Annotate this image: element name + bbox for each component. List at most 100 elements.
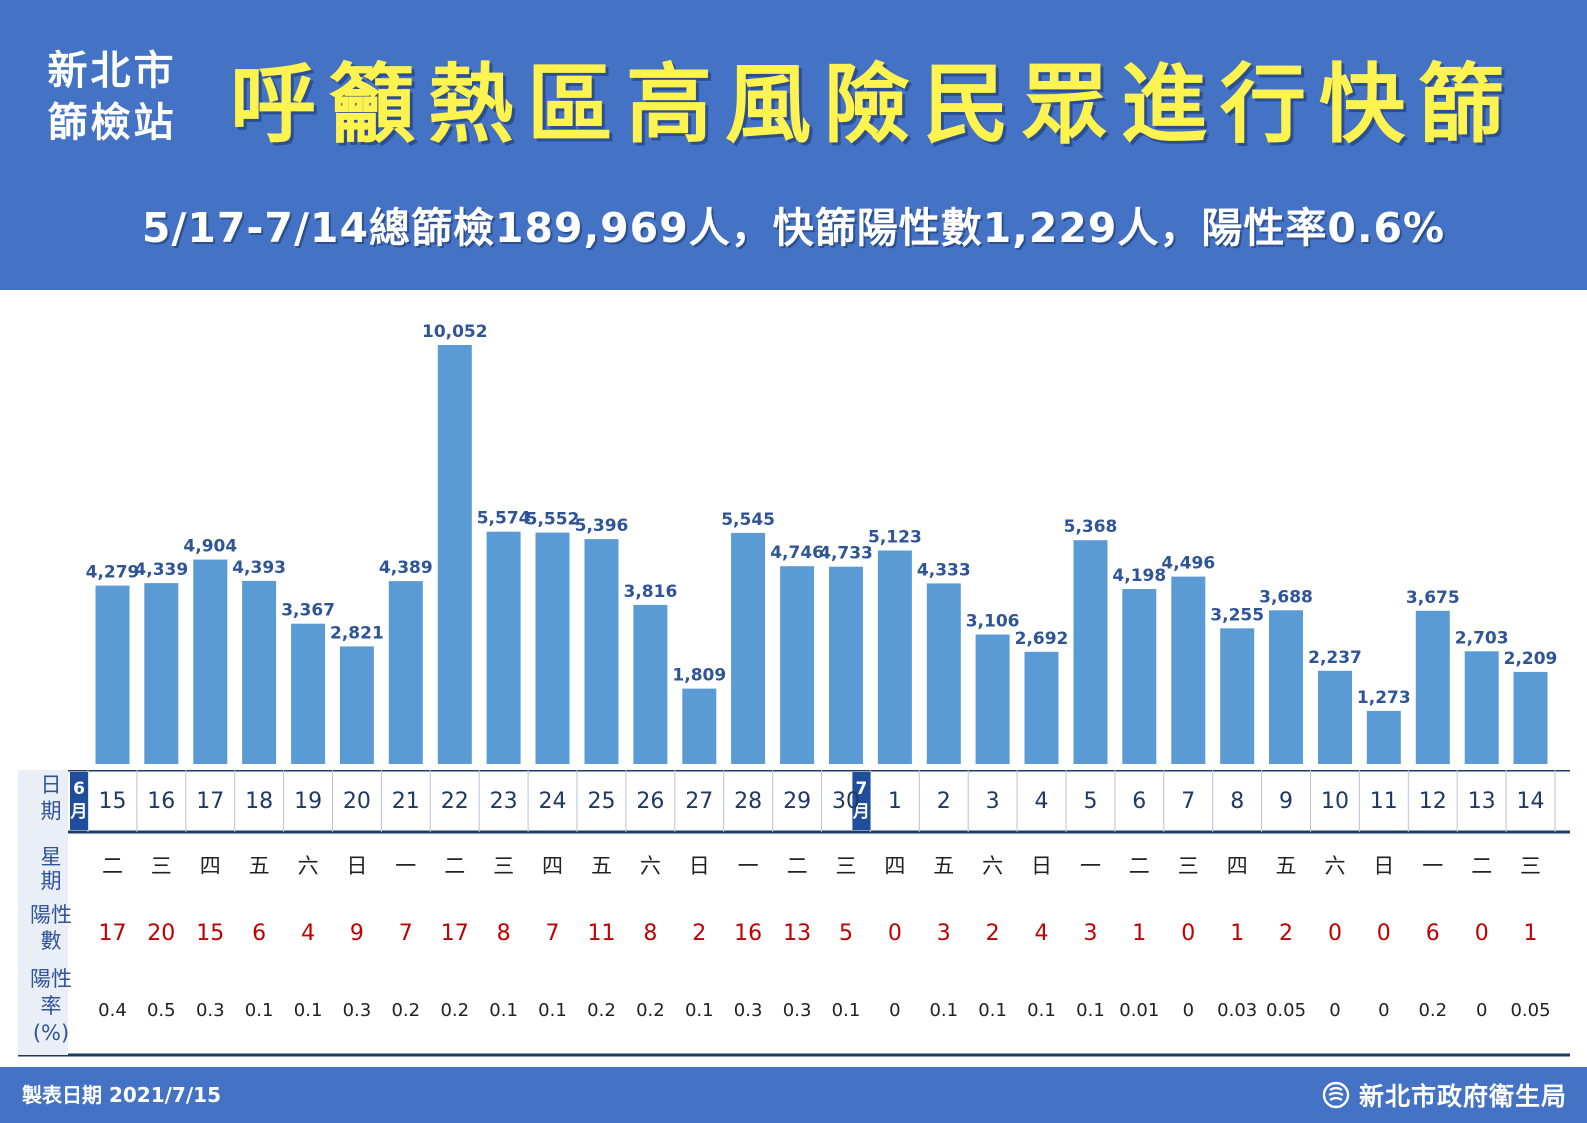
weekday-cell: 五 xyxy=(249,854,270,878)
date-cell: 12 xyxy=(1419,789,1447,814)
bar-6 xyxy=(1122,589,1157,764)
bar-23 xyxy=(486,531,521,764)
positive-count-cell: 4 xyxy=(301,921,315,946)
date-cell: 10 xyxy=(1321,789,1349,814)
positive-rate-cell: 0.05 xyxy=(1266,1000,1306,1021)
positive-rate-cell: 0.01 xyxy=(1119,1000,1159,1021)
weekday-cell: 日 xyxy=(346,854,367,878)
org-label-line1: 新北市 xyxy=(47,48,177,94)
weekday-cell: 一 xyxy=(1080,854,1101,878)
date-cell: 11 xyxy=(1370,789,1398,814)
summary-subtitle: 5/17-7/14總篩檢189,969人，快篩陽性數1,229人，陽性率0.6% xyxy=(141,204,1446,252)
bar-value-label: 5,123 xyxy=(868,528,922,548)
date-cell: 21 xyxy=(392,789,420,814)
positive-rate-cell: 0.2 xyxy=(391,1000,420,1021)
positive-count-cell: 1 xyxy=(1132,921,1146,946)
row-label-weekday: 星期 xyxy=(41,845,62,893)
date-cell: 19 xyxy=(294,789,322,814)
positive-rate-cell: 0.1 xyxy=(489,1000,518,1021)
row-label-rate: 陽性率(%) xyxy=(30,967,72,1045)
positive-rate-cell: 0.1 xyxy=(245,1000,274,1021)
bar-13 xyxy=(1464,651,1499,764)
positive-count-cell: 6 xyxy=(1426,921,1440,946)
date-cell: 23 xyxy=(490,789,518,814)
department-name: 新北市政府衛生局 xyxy=(1358,1082,1567,1111)
positive-count-cell: 17 xyxy=(441,921,469,946)
bar-value-label: 3,675 xyxy=(1406,588,1460,608)
positive-count-cell: 2 xyxy=(1279,921,1293,946)
bar-7 xyxy=(1171,576,1206,764)
positive-rate-cell: 0.1 xyxy=(538,1000,567,1021)
positive-rate-cell: 0.2 xyxy=(587,1000,616,1021)
weekday-cell: 五 xyxy=(591,854,612,878)
bar-value-label: 5,574 xyxy=(477,509,531,529)
page-title: 呼籲熱區高風險民眾進行快篩 xyxy=(230,55,1517,155)
date-cell: 1 xyxy=(888,789,902,814)
date-cell: 18 xyxy=(245,789,273,814)
weekday-cell: 五 xyxy=(933,854,954,878)
positive-count-cell: 9 xyxy=(350,921,364,946)
bar-value-label: 4,279 xyxy=(86,563,140,583)
positive-count-cell: 0 xyxy=(888,921,902,946)
weekday-cell: 五 xyxy=(1276,854,1297,878)
footer-bar: 製表日期 2021/7/15 新北市政府衛生局 xyxy=(0,1067,1587,1123)
bar-value-label: 10,052 xyxy=(422,322,488,342)
bar-11 xyxy=(1366,710,1401,764)
weekday-cell: 四 xyxy=(1227,854,1248,878)
positive-rate-cell: 0.5 xyxy=(147,1000,176,1021)
bar-28 xyxy=(731,532,766,764)
header-banner: 新北市 篩檢站 呼籲熱區高風險民眾進行快篩 5/17-7/14總篩檢189,96… xyxy=(0,0,1587,290)
positive-rate-cell: 0.1 xyxy=(978,1000,1007,1021)
weekday-cell: 二 xyxy=(787,854,808,878)
positive-rate-cell: 0 xyxy=(1183,1000,1194,1021)
date-cell: 25 xyxy=(588,789,616,814)
positive-count-cell: 20 xyxy=(147,921,175,946)
weekday-cell: 六 xyxy=(1325,854,1346,878)
row-label-positive: 陽性數 xyxy=(30,903,72,953)
positive-rate-cell: 0.3 xyxy=(783,1000,812,1021)
month-marker-bg xyxy=(70,772,88,830)
date-cell: 28 xyxy=(734,789,762,814)
weekday-cell: 六 xyxy=(298,854,319,878)
bar-14 xyxy=(1513,671,1548,764)
bar-value-label: 4,393 xyxy=(232,558,286,578)
bar-30 xyxy=(829,566,863,764)
bar-value-label: 5,368 xyxy=(1064,517,1118,537)
bar-value-label: 4,733 xyxy=(819,544,873,564)
bar-value-label: 2,692 xyxy=(1015,629,1069,649)
weekday-cell: 三 xyxy=(493,854,514,878)
positive-count-cell: 0 xyxy=(1475,921,1489,946)
positive-rate-cell: 0.2 xyxy=(1418,1000,1447,1021)
bar-26 xyxy=(633,604,668,764)
weekday-cell: 四 xyxy=(200,854,221,878)
weekday-cell: 日 xyxy=(1373,854,1394,878)
date-cell: 2 xyxy=(937,789,951,814)
org-label-line2: 篩檢站 xyxy=(47,100,177,146)
positive-count-cell: 2 xyxy=(986,921,1000,946)
weekday-cell: 日 xyxy=(689,854,710,878)
date-cell: 8 xyxy=(1230,789,1244,814)
positive-count-cell: 13 xyxy=(783,921,811,946)
bar-value-label: 3,367 xyxy=(281,601,335,621)
positive-rate-cell: 0.3 xyxy=(196,1000,225,1021)
date-cell: 7 xyxy=(1181,789,1195,814)
bar-value-label: 4,198 xyxy=(1112,566,1166,586)
date-cell: 15 xyxy=(99,789,127,814)
positive-count-cell: 0 xyxy=(1328,921,1342,946)
date-cell: 13 xyxy=(1468,789,1496,814)
positive-count-cell: 0 xyxy=(1181,921,1195,946)
bar-20 xyxy=(339,646,374,764)
bar-value-label: 4,496 xyxy=(1161,554,1215,574)
bar-value-label: 4,746 xyxy=(770,543,824,563)
bar-value-label: 5,552 xyxy=(526,510,580,530)
date-cell: 6 xyxy=(1132,789,1146,814)
positive-rate-cell: 0 xyxy=(1378,1000,1389,1021)
bar-25 xyxy=(584,539,619,764)
bar-value-label: 5,396 xyxy=(575,516,629,536)
positive-rate-cell: 0 xyxy=(1329,1000,1340,1021)
weekday-cell: 三 xyxy=(836,854,857,878)
table-header-column-bg xyxy=(18,770,68,1055)
positive-count-cell: 4 xyxy=(1035,921,1049,946)
